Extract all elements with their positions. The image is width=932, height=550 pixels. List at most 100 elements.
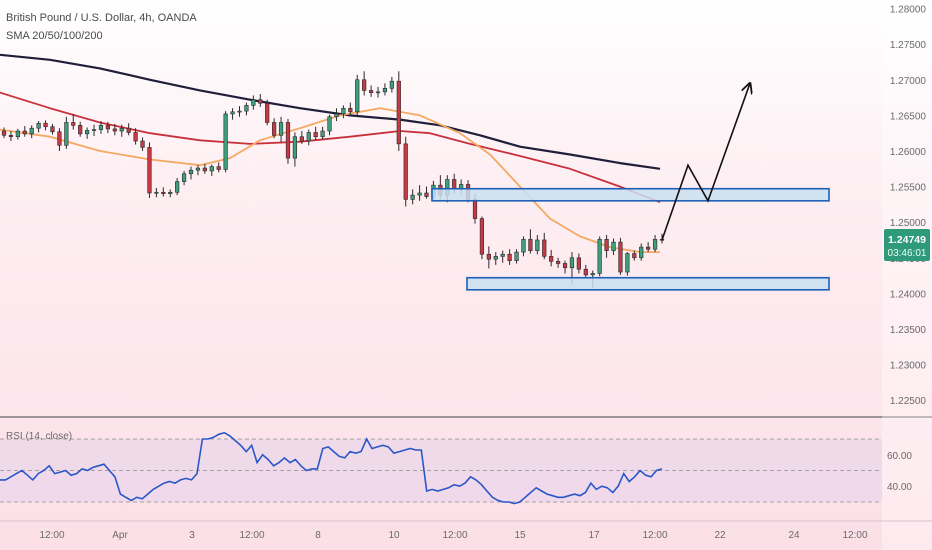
support-resistance-zones[interactable]	[431, 187, 830, 291]
candle-body	[403, 143, 408, 200]
price-tick-label: 1.25500	[890, 183, 927, 194]
candle-body	[202, 167, 207, 172]
candle-body	[348, 107, 353, 113]
projection-path[interactable]	[661, 83, 750, 241]
candle-body	[175, 181, 180, 193]
candle-body	[528, 238, 533, 251]
rsi-indicator	[0, 431, 663, 505]
time-tick-label: 12:00	[642, 530, 667, 541]
price-tick-label: 1.23000	[890, 361, 927, 372]
candle-body	[355, 79, 360, 113]
price-tick-label: 1.26000	[890, 147, 927, 158]
candle-body	[334, 113, 339, 118]
price-tick-label: 1.24000	[890, 289, 927, 300]
candle-body	[22, 130, 27, 135]
candle-body	[389, 80, 394, 89]
candle-body	[85, 130, 90, 135]
candle-body	[549, 256, 554, 262]
candle-body	[112, 128, 117, 132]
candle-body	[8, 135, 14, 138]
candle-body	[625, 253, 630, 273]
time-tick-label: 12:00	[39, 530, 64, 541]
candle-body	[362, 79, 367, 91]
time-tick-label: 12:00	[842, 530, 867, 541]
candle-body	[244, 105, 249, 112]
candle-body	[230, 111, 235, 115]
candle-body	[542, 239, 547, 257]
candle-body	[299, 136, 304, 142]
candle-body	[71, 122, 76, 126]
candle-body	[126, 127, 131, 133]
countdown-label: 03:46:01	[888, 248, 927, 259]
candle-body	[1, 130, 7, 136]
candle-body	[410, 194, 415, 200]
candle-body	[604, 238, 609, 251]
candle-body	[15, 130, 20, 138]
time-tick-label: 8	[315, 530, 321, 541]
candle-body	[188, 169, 194, 175]
candle-body	[382, 88, 388, 93]
candle-body	[147, 147, 152, 194]
price-tick-label: 1.28000	[890, 5, 927, 16]
time-tick-label: Apr	[112, 530, 128, 541]
resistance-zone[interactable]	[431, 187, 830, 202]
candle-body	[535, 239, 540, 251]
candle-body	[251, 99, 256, 106]
sma-200-line	[0, 53, 661, 170]
candle-body	[493, 256, 498, 260]
candle-body	[472, 199, 478, 219]
candle-body	[272, 122, 277, 136]
candles	[1, 71, 665, 288]
candle-body	[181, 173, 187, 182]
rsi-tick-label: 40.00	[887, 482, 912, 493]
last-price-label: 1.24749	[888, 234, 926, 246]
candle-body	[341, 107, 346, 115]
candle-body	[43, 122, 48, 128]
time-tick-label: 3	[189, 530, 195, 541]
candle-body	[154, 191, 159, 194]
candle-body	[292, 136, 298, 159]
support-zone[interactable]	[466, 276, 830, 291]
projection-arrow[interactable]	[661, 83, 750, 241]
candle-body	[223, 113, 228, 170]
rsi-label: RSI (14, close)	[6, 431, 72, 442]
candle-body	[375, 91, 381, 94]
candle-body	[258, 99, 263, 104]
price-tick-label: 1.26500	[890, 111, 927, 122]
candle-body	[91, 129, 97, 131]
time-tick-label: 12:00	[442, 530, 467, 541]
candle-body	[618, 241, 623, 273]
price-tick-label: 1.27500	[890, 40, 927, 51]
candle-body	[320, 130, 325, 138]
candle-body	[105, 125, 110, 130]
time-tick-label: 22	[714, 530, 726, 541]
candle-body	[98, 125, 104, 130]
candle-body	[597, 238, 602, 274]
candle-body	[521, 238, 526, 253]
candle-body	[652, 238, 658, 250]
candle-body	[500, 253, 505, 257]
price-tick-label: 1.27000	[890, 76, 927, 87]
candle-body	[514, 251, 519, 261]
candle-body	[237, 110, 242, 113]
candle-body	[556, 261, 561, 264]
candle-body	[486, 253, 491, 260]
price-scale[interactable]	[882, 0, 932, 550]
candle-body	[583, 268, 588, 276]
candle-body	[507, 253, 512, 261]
candle-body	[611, 241, 616, 251]
candle-body	[168, 191, 173, 194]
candle-body	[639, 246, 644, 259]
price-tick-label: 1.22500	[890, 396, 927, 407]
rsi-line	[0, 431, 663, 505]
candle-body	[424, 192, 429, 197]
sma-100-line	[0, 91, 661, 204]
candle-body	[36, 122, 41, 129]
candle-body	[78, 125, 83, 135]
price-tick-label: 1.25000	[890, 218, 927, 229]
price-tick-label: 1.23500	[890, 325, 927, 336]
candle-body	[590, 273, 595, 276]
